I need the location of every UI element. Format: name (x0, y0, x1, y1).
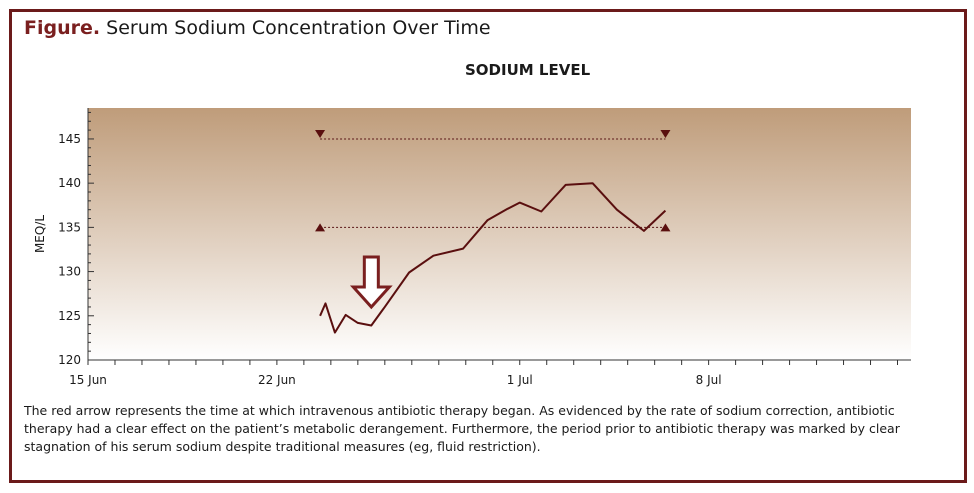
therapy-arrow (349, 255, 393, 310)
y-tick-label: 120 (58, 353, 81, 367)
y-tick-label: 125 (58, 309, 81, 323)
caption-text: The red arrow represents the time at whi… (24, 403, 900, 454)
plot-area (88, 108, 911, 360)
x-tick-label: 15 Jun (69, 373, 107, 387)
chart-title: SODIUM LEVEL (465, 61, 591, 79)
figure-caption: The red arrow represents the time at whi… (24, 402, 934, 456)
figure-label: Figure. (24, 17, 101, 39)
reference-marker (315, 129, 326, 138)
y-tick-label: 135 (58, 220, 81, 234)
y-tick-label: 145 (58, 132, 81, 146)
x-tick-label: 8 Jul (696, 373, 722, 387)
reference-marker (660, 129, 671, 138)
y-axis-label: MEQ/L (33, 215, 47, 253)
x-tick-label: 22 Jun (258, 373, 296, 387)
reference-marker (315, 223, 326, 232)
y-tick-label: 130 (58, 265, 81, 279)
figure-title: Figure. Serum Sodium Concentration Over … (24, 17, 491, 39)
reference-marker (660, 223, 671, 232)
y-tick-label: 140 (58, 176, 81, 190)
figure-title-text: Serum Sodium Concentration Over Time (106, 17, 491, 39)
x-tick-label: 1 Jul (507, 373, 533, 387)
